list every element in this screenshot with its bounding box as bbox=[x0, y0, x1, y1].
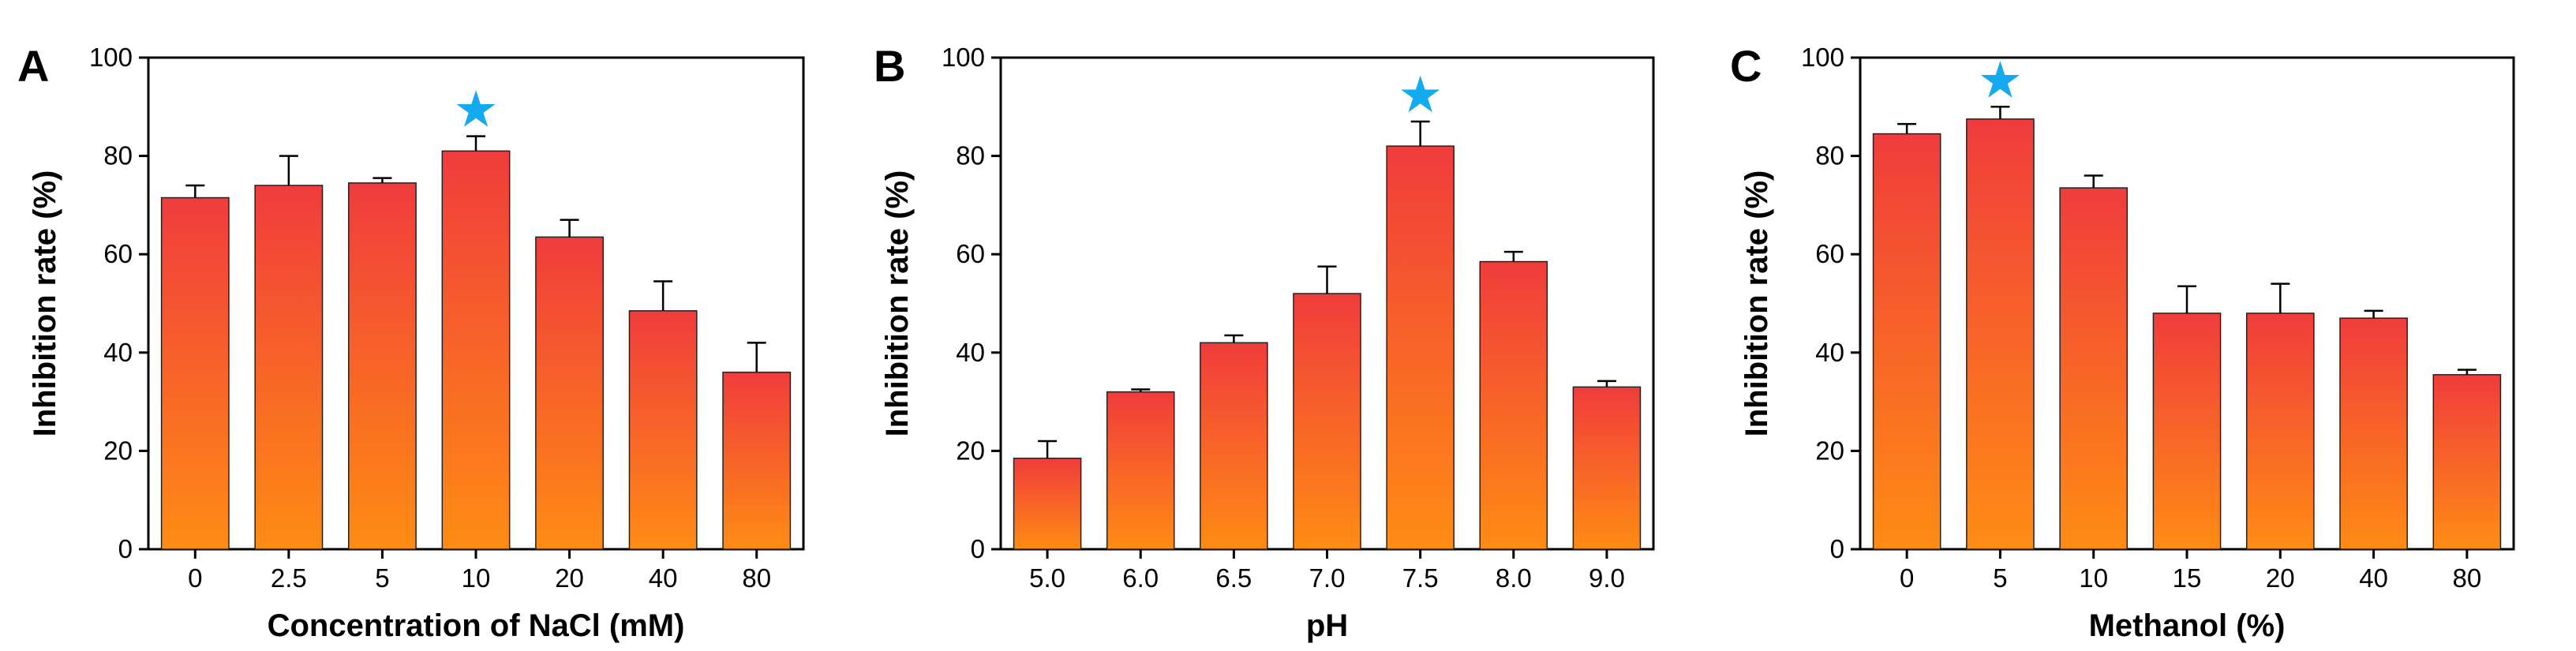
panel-a-x-tick-label: 5 bbox=[375, 563, 389, 593]
panel-b-y-tick-label: 80 bbox=[956, 141, 985, 170]
panel-c-bar bbox=[2432, 374, 2502, 550]
panel-a-x-tick-label: 20 bbox=[555, 563, 584, 593]
panel-a-letter: A bbox=[17, 41, 49, 91]
panel-c-bar bbox=[1966, 118, 2035, 550]
panel-c-x-tick-label: 20 bbox=[2266, 563, 2295, 593]
panel-a-x-tick-label: 80 bbox=[742, 563, 771, 593]
panel-c-letter: C bbox=[1730, 41, 1762, 91]
panel-c-y-tick-label: 40 bbox=[1815, 338, 1844, 367]
panel-b-bar bbox=[1013, 457, 1082, 550]
panel-a-x-tick-label: 0 bbox=[188, 563, 202, 593]
panel-b-bar bbox=[1106, 391, 1175, 550]
panel-a-y-tick-label: 60 bbox=[103, 239, 133, 268]
panel-c-x-tick-label: 15 bbox=[2173, 563, 2202, 593]
panel-c-x-tick-label: 80 bbox=[2452, 563, 2481, 593]
panel-b-x-tick-label: 6.0 bbox=[1122, 563, 1159, 593]
panel-b-y-tick-label: 100 bbox=[942, 43, 985, 72]
panel-c: C 0 20 40 60 80 100 0 5 ★ 10 15 20 40 80 Methanol (%) In… bbox=[1730, 41, 2515, 643]
panel-c-highlight-star: ★ bbox=[1978, 51, 2023, 110]
panel-b-bar bbox=[1200, 342, 1268, 550]
panel-b-highlight-star: ★ bbox=[1398, 66, 1443, 125]
panel-a-x-tick-label: 10 bbox=[462, 563, 491, 593]
panel-a-x-axis-title: Concentration of NaCl (mM) bbox=[268, 608, 685, 643]
panel-b-x-tick-label: 7.5 bbox=[1402, 563, 1439, 593]
panel-c-bar bbox=[2152, 312, 2222, 550]
panel-a: A 0 20 40 60 80 100 0 2.5 5 10 ★ 20 40 80 Concentration… bbox=[17, 41, 805, 643]
panel-b-bar bbox=[1386, 145, 1455, 550]
panel-b-bar bbox=[1479, 260, 1548, 550]
panel-a-highlight-star: ★ bbox=[453, 81, 498, 140]
panel-a-y-tick-label: 80 bbox=[103, 141, 133, 170]
panel-b-y-tick-label: 0 bbox=[971, 534, 985, 563]
panel-a-bar bbox=[254, 185, 324, 550]
panel-a-y-tick-label: 20 bbox=[103, 436, 133, 465]
panel-b-bar bbox=[1572, 386, 1642, 550]
panel-a-bar bbox=[535, 236, 605, 550]
panel-c-x-tick-label: 5 bbox=[1993, 563, 2007, 593]
panel-b-y-axis-title: Inhibition rate (%) bbox=[880, 170, 915, 437]
panel-c-x-axis-title: Methanol (%) bbox=[2089, 608, 2286, 643]
panel-a-bar bbox=[722, 371, 792, 550]
panel-c-x-tick-label: 40 bbox=[2359, 563, 2388, 593]
panel-a-x-tick-label: 2.5 bbox=[271, 563, 307, 593]
panel-a-y-tick-label: 100 bbox=[89, 43, 133, 72]
panel-b-x-tick-label: 9.0 bbox=[1589, 563, 1625, 593]
panel-a-y-tick-label: 0 bbox=[118, 534, 133, 563]
panel-a-y-tick-label: 40 bbox=[103, 338, 133, 367]
panel-c-bar bbox=[1872, 133, 1941, 550]
panel-a-bar bbox=[160, 196, 230, 550]
panel-c-x-tick-label: 0 bbox=[1900, 563, 1914, 593]
panel-b-x-tick-label: 5.0 bbox=[1029, 563, 1065, 593]
panel-c-y-axis-title: Inhibition rate (%) bbox=[1739, 170, 1774, 437]
panel-b-x-tick-label: 8.0 bbox=[1496, 563, 1532, 593]
panel-c-bar bbox=[2245, 312, 2315, 550]
panel-a-bar bbox=[347, 182, 417, 550]
panel-b-x-tick-label: 7.0 bbox=[1309, 563, 1346, 593]
panel-a-y-axis-title: Inhibition rate (%) bbox=[28, 170, 62, 437]
panel-b: B 0 20 40 60 80 100 5.0 6.0 6.5 7.0 7.5 ★ 8.0 9.0 pH Inh… bbox=[874, 41, 1655, 643]
panel-b-y-tick-label: 40 bbox=[956, 338, 985, 367]
panel-c-y-tick-label: 100 bbox=[1801, 43, 1844, 72]
panel-b-y-tick-label: 60 bbox=[956, 239, 985, 268]
panel-b-bar bbox=[1293, 293, 1361, 550]
panel-a-x-tick-label: 40 bbox=[649, 563, 678, 593]
panel-b-y-tick-label: 20 bbox=[956, 436, 985, 465]
panel-a-bar bbox=[628, 310, 698, 550]
panel-c-x-tick-label: 10 bbox=[2079, 563, 2108, 593]
panel-b-letter: B bbox=[874, 41, 905, 91]
panel-c-y-tick-label: 60 bbox=[1815, 239, 1844, 268]
panel-a-bar bbox=[441, 150, 511, 550]
panel-c-bar bbox=[2059, 187, 2129, 550]
panel-b-x-axis-title: pH bbox=[1306, 608, 1348, 643]
panel-c-y-tick-label: 20 bbox=[1815, 436, 1844, 465]
panel-b-x-tick-label: 6.5 bbox=[1215, 563, 1252, 593]
panel-c-y-tick-label: 80 bbox=[1815, 141, 1844, 170]
panel-c-bar bbox=[2339, 317, 2408, 550]
panel-c-y-tick-label: 0 bbox=[1830, 534, 1844, 563]
